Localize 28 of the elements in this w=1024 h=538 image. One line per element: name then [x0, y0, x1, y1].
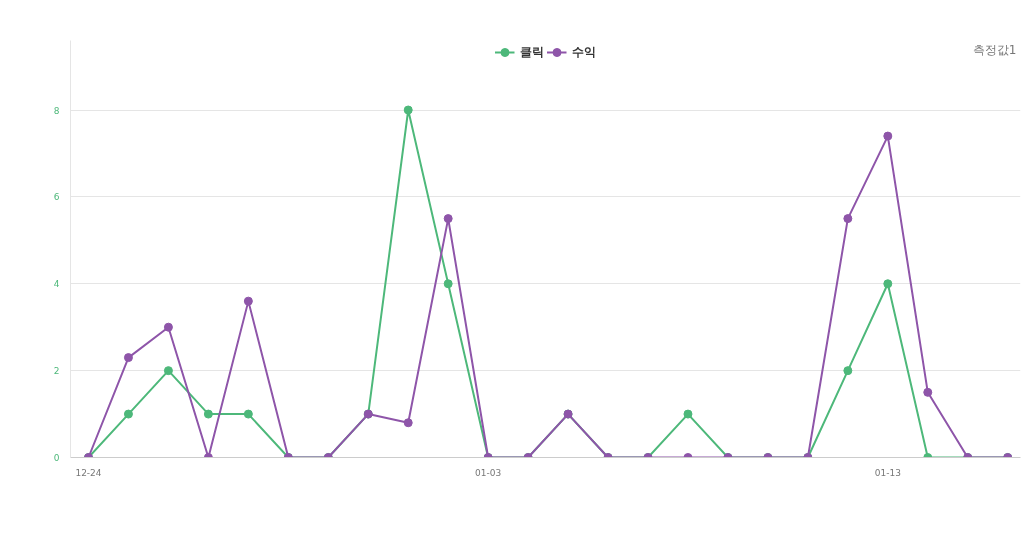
x-tick-label: 01-03 [475, 467, 502, 478]
point [883, 279, 893, 289]
x-tick-label: 12-24 [75, 467, 102, 478]
point [843, 366, 853, 376]
point [843, 214, 853, 224]
point [203, 409, 213, 419]
point [883, 131, 893, 141]
point [123, 409, 133, 419]
point [443, 214, 453, 224]
point [403, 418, 413, 428]
point [163, 322, 173, 332]
legend-label: 수익 [571, 43, 596, 61]
point [683, 409, 693, 419]
point [163, 366, 173, 376]
y-tick-label: 8 [53, 105, 60, 116]
point [403, 105, 413, 115]
legend-label: 클릭 [519, 43, 544, 61]
y-tick-label: 2 [53, 366, 60, 377]
x-tick-label: 01-13 [874, 467, 901, 478]
point [243, 409, 253, 419]
y-tick-label: 4 [53, 279, 60, 290]
y-tick-label: 6 [53, 192, 60, 203]
point [243, 296, 253, 306]
point [443, 279, 453, 289]
y-tick-label: 0 [53, 453, 60, 463]
annotation: 측정값1 [972, 42, 1017, 57]
point [923, 387, 933, 397]
point [123, 353, 133, 363]
